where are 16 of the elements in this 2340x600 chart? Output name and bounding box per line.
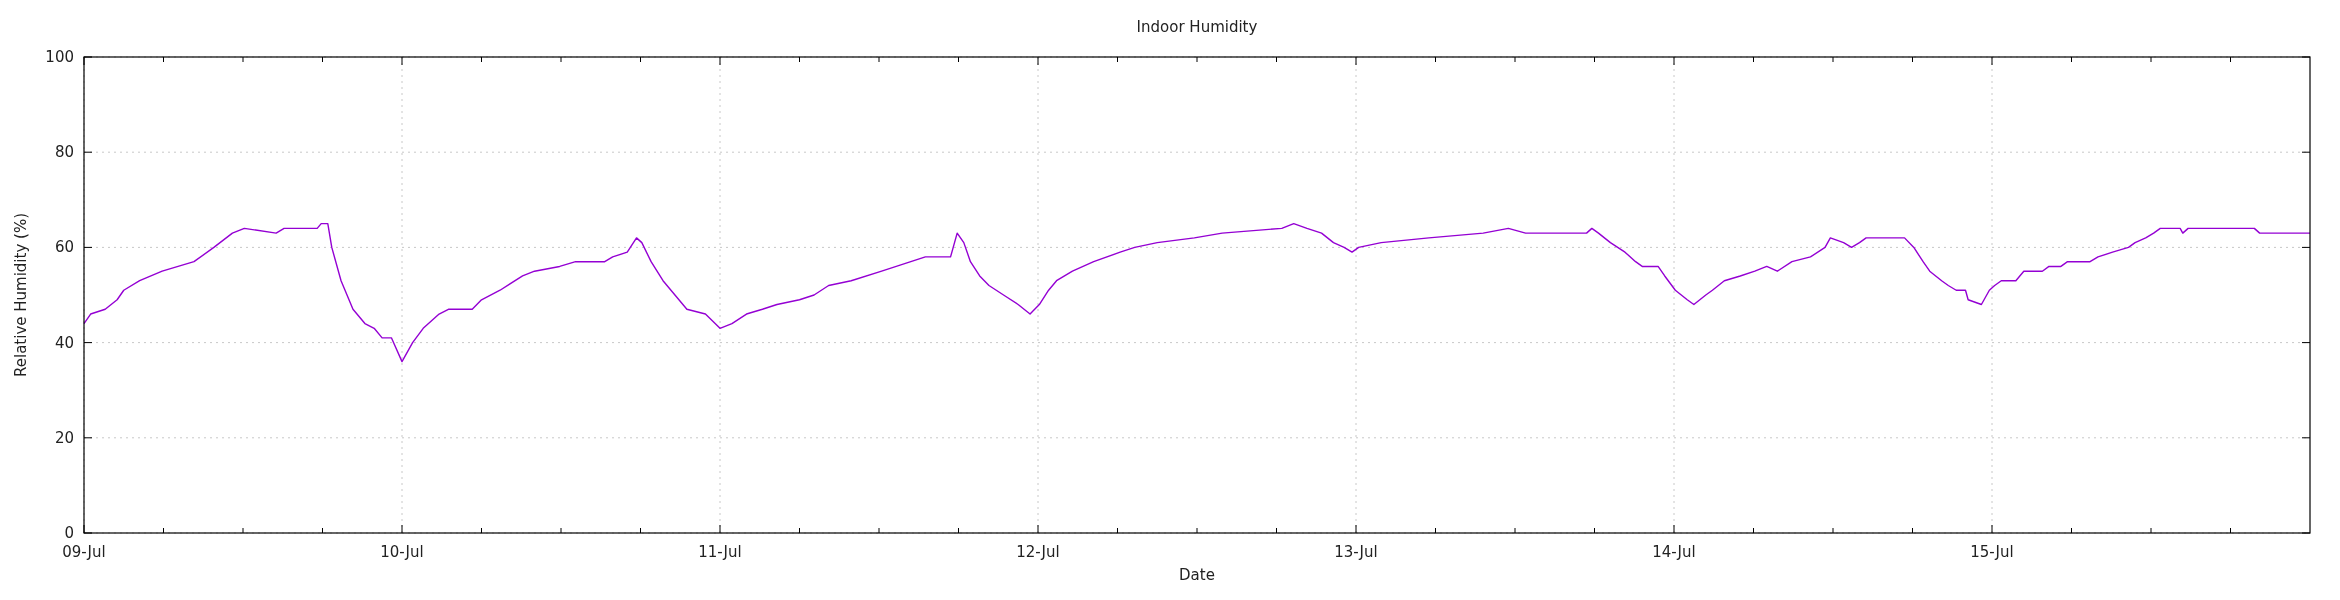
- x-tick-label: 15-Jul: [1970, 543, 2014, 561]
- y-tick-label: 40: [54, 333, 74, 352]
- y-tick-label: 80: [54, 143, 74, 162]
- x-tick-label: 09-Jul: [62, 543, 106, 561]
- x-tick-label: 13-Jul: [1334, 543, 1378, 561]
- x-tick-label: 11-Jul: [698, 543, 742, 561]
- chart-title: Indoor Humidity: [1136, 18, 1258, 36]
- x-tick-label: 14-Jul: [1652, 543, 1696, 561]
- x-axis-title: Date: [1179, 566, 1215, 584]
- x-tick-label: 10-Jul: [380, 543, 424, 561]
- y-tick-label: 0: [64, 524, 74, 542]
- y-axis-title: Relative Humidity (%): [12, 213, 30, 377]
- y-tick-label: 60: [54, 238, 74, 257]
- x-tick-label: 12-Jul: [1016, 543, 1060, 561]
- y-tick-label: 100: [45, 48, 74, 66]
- y-tick-label: 20: [54, 428, 74, 447]
